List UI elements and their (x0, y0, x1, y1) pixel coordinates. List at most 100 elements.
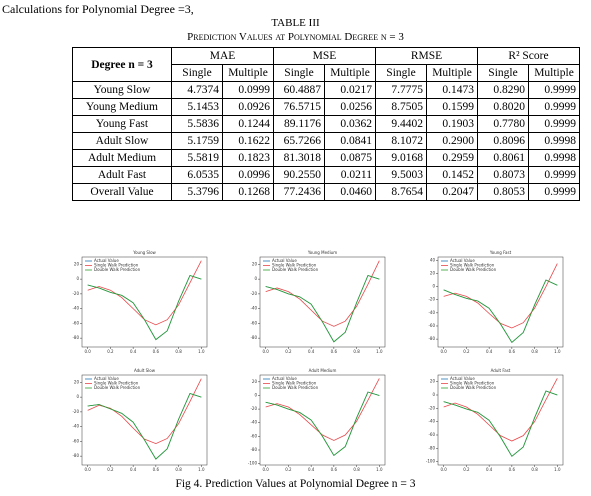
y-tick-label: -20 (250, 291, 257, 296)
cell: 0.9998 (528, 132, 580, 150)
cell: 0.8096 (477, 132, 529, 150)
x-tick-label: 0.2 (107, 349, 114, 354)
cell: 9.0168 (375, 149, 427, 167)
cell: 7.7775 (375, 81, 427, 99)
cell: 0.0999 (222, 81, 274, 99)
legend-label: Actual Value (94, 258, 119, 263)
legend-label: Actual Value (272, 258, 297, 263)
cell: 0.0256 (324, 98, 376, 116)
cell: 0.9999 (528, 166, 580, 184)
plot-frame (259, 256, 386, 348)
y-tick-label: -20 (428, 297, 435, 302)
series-line (443, 390, 558, 457)
plot-frame (437, 256, 564, 348)
y-tick-label: -60 (72, 438, 79, 443)
cell: 5.1759 (171, 132, 223, 150)
x-tick-label: 0.6 (509, 349, 516, 354)
y-tick-label: 20 (74, 261, 80, 266)
cell: 0.0841 (324, 132, 376, 150)
x-tick-label: 0.2 (463, 467, 470, 472)
cell: 0.8290 (477, 81, 529, 99)
legend-label: Single Walk Prediction (272, 263, 317, 268)
x-tick-label: 0.2 (463, 349, 470, 354)
cell: 8.7654 (375, 183, 427, 201)
x-tick-label: 0.6 (331, 467, 338, 472)
cell: 0.0211 (324, 166, 376, 184)
series-line (87, 274, 202, 341)
legend-label: Double Walk Prediction (272, 385, 319, 390)
table-row: Adult Medium 5.5819 0.1823 81.3018 0.0875 9.0… (72, 149, 580, 167)
sub-header: Single (171, 64, 223, 82)
legend-label: Double Walk Prediction (94, 267, 141, 272)
row-label: Overall Value (72, 183, 172, 201)
x-tick-label: 0.2 (107, 467, 114, 472)
sub-header: Single (273, 64, 325, 82)
cell: 81.3018 (273, 149, 325, 167)
x-tick-label: 0.8 (353, 349, 360, 354)
cell: 0.0217 (324, 81, 376, 99)
plot-frame (81, 256, 208, 348)
cell: 0.0460 (324, 183, 376, 201)
y-tick-label: 0 (432, 392, 435, 397)
cell: 0.9999 (528, 115, 580, 133)
y-tick-label: 40 (430, 257, 436, 262)
x-tick-label: 0.4 (486, 467, 493, 472)
cell: 6.0535 (171, 166, 223, 184)
table-row: Young Slow 4.7374 0.0999 60.4887 0.0217 7.777… (72, 81, 580, 99)
cell: 0.8061 (477, 149, 529, 167)
chart-panel: Young Medium 20 0 -20 -40 -60 -80 0.0 0.2 0.4 0.6 0… (250, 250, 386, 354)
chart-panel: Young Slow 20 0 -20 -40 -60 -80 0.0 0.2 0.4 0.6 0.8… (72, 250, 208, 354)
legend-label: Actual Value (94, 376, 119, 381)
x-tick-label: 1.0 (554, 467, 561, 472)
series-line (443, 390, 558, 457)
y-tick-label: 20 (430, 379, 436, 384)
table-row: Young Fast 5.5836 0.1244 89.1176 0.0362 9.440… (72, 115, 580, 133)
cell: 0.9999 (528, 81, 580, 99)
figure-panels: Young Slow 20 0 -20 -40 -60 -80 0.0 0.2 0.4 0.6 0.8… (72, 250, 564, 472)
cell: 5.1453 (171, 98, 223, 116)
x-tick-label: 0.6 (331, 349, 338, 354)
y-tick-label: 0 (254, 392, 257, 397)
sub-header: Multiple (222, 64, 274, 82)
cell: 0.8020 (477, 98, 529, 116)
y-tick-label: -60 (250, 320, 257, 325)
plot-frame (81, 374, 208, 466)
cell: 0.8073 (477, 166, 529, 184)
y-tick-label: -60 (428, 323, 435, 328)
x-tick-label: 0.0 (84, 349, 91, 354)
legend-label: Single Walk Prediction (94, 381, 139, 386)
table-row: Adult Fast 6.0535 0.0996 90.2550 0.0211 9.500… (72, 166, 580, 184)
y-tick-label: 20 (252, 379, 258, 384)
chart-title: Young Slow (132, 250, 156, 255)
group-header: R² Score (477, 47, 580, 65)
y-tick-label: -100 (426, 459, 436, 464)
series-line (265, 391, 380, 457)
x-tick-label: 0.4 (486, 349, 493, 354)
legend-label: Actual Value (450, 258, 475, 263)
x-tick-label: 1.0 (554, 349, 561, 354)
y-tick-label: -80 (72, 335, 79, 340)
corner-header: Degree n = 3 (72, 47, 172, 82)
plot-frame (259, 374, 386, 466)
cell: 0.2900 (426, 132, 478, 150)
cell: 9.5003 (375, 166, 427, 184)
chart-panel: Adult Medium 20 0 -20 -40 -60 -80 -100 0.0 0.2 0.4… (248, 368, 386, 472)
cell: 90.2550 (273, 166, 325, 184)
y-tick-label: -20 (250, 406, 257, 411)
cell: 5.5836 (171, 115, 223, 133)
y-tick-label: -60 (72, 320, 79, 325)
table-title: Prediction Values at Polynomial Degree n… (187, 31, 404, 43)
x-tick-label: 0.2 (285, 467, 292, 472)
sub-header: Single (477, 64, 529, 82)
y-tick-label: -80 (72, 453, 79, 458)
legend-label: Single Walk Prediction (450, 263, 495, 268)
y-tick-label: -40 (72, 424, 79, 429)
group-header: RMSE (375, 47, 478, 65)
x-tick-label: 0.4 (130, 467, 137, 472)
y-tick-label: -40 (250, 306, 257, 311)
series-line (265, 391, 380, 457)
legend-label: Double Walk Prediction (450, 385, 497, 390)
x-tick-label: 1.0 (376, 349, 383, 354)
cell: 5.3796 (171, 183, 223, 201)
